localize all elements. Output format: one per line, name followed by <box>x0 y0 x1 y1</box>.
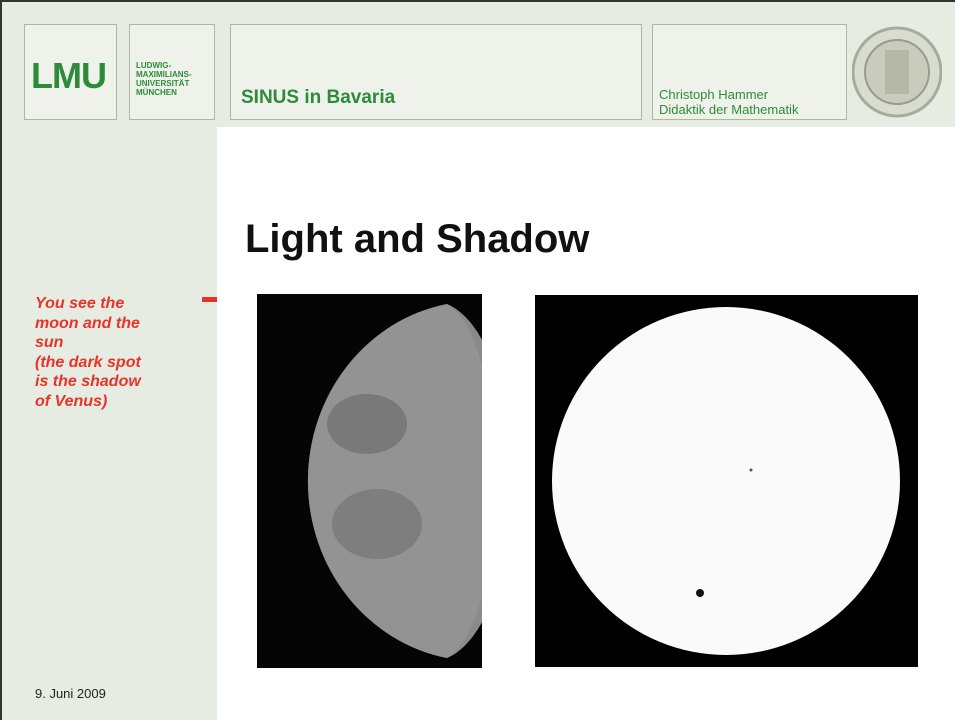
moon-image <box>257 294 482 668</box>
author: Christoph Hammer <box>659 87 798 102</box>
university-line: UNIVERSITÄT <box>136 79 192 88</box>
caption-line: is the shadow <box>35 372 141 392</box>
slide-title: Light and Shadow <box>245 217 589 262</box>
caption-line: moon and the <box>35 314 141 334</box>
sun-image <box>535 295 918 667</box>
logo-box: LMU <box>24 24 117 120</box>
caption-line: sun <box>35 333 141 353</box>
marker <box>202 297 217 302</box>
caption-line: You see the <box>35 294 141 314</box>
slide: LMU LUDWIG-MAXIMILIANS-UNIVERSITÄTMÜNCHE… <box>0 0 955 720</box>
author-info: Christoph Hammer Didaktik der Mathematik <box>659 87 798 117</box>
caption-line: of Venus) <box>35 392 141 412</box>
title-box: SINUS in Bavaria <box>230 24 642 120</box>
caption-line: (the dark spot <box>35 353 141 373</box>
department: Didaktik der Mathematik <box>659 102 798 117</box>
university-line: MAXIMILIANS- <box>136 70 192 79</box>
author-box: Christoph Hammer Didaktik der Mathematik <box>652 24 847 120</box>
seal <box>852 24 942 120</box>
header-title: SINUS in Bavaria <box>241 87 395 109</box>
date: 9. Juni 2009 <box>35 686 106 701</box>
logo: LMU <box>31 55 106 97</box>
university-line: MÜNCHEN <box>136 88 192 97</box>
university-line: LUDWIG- <box>136 61 192 70</box>
